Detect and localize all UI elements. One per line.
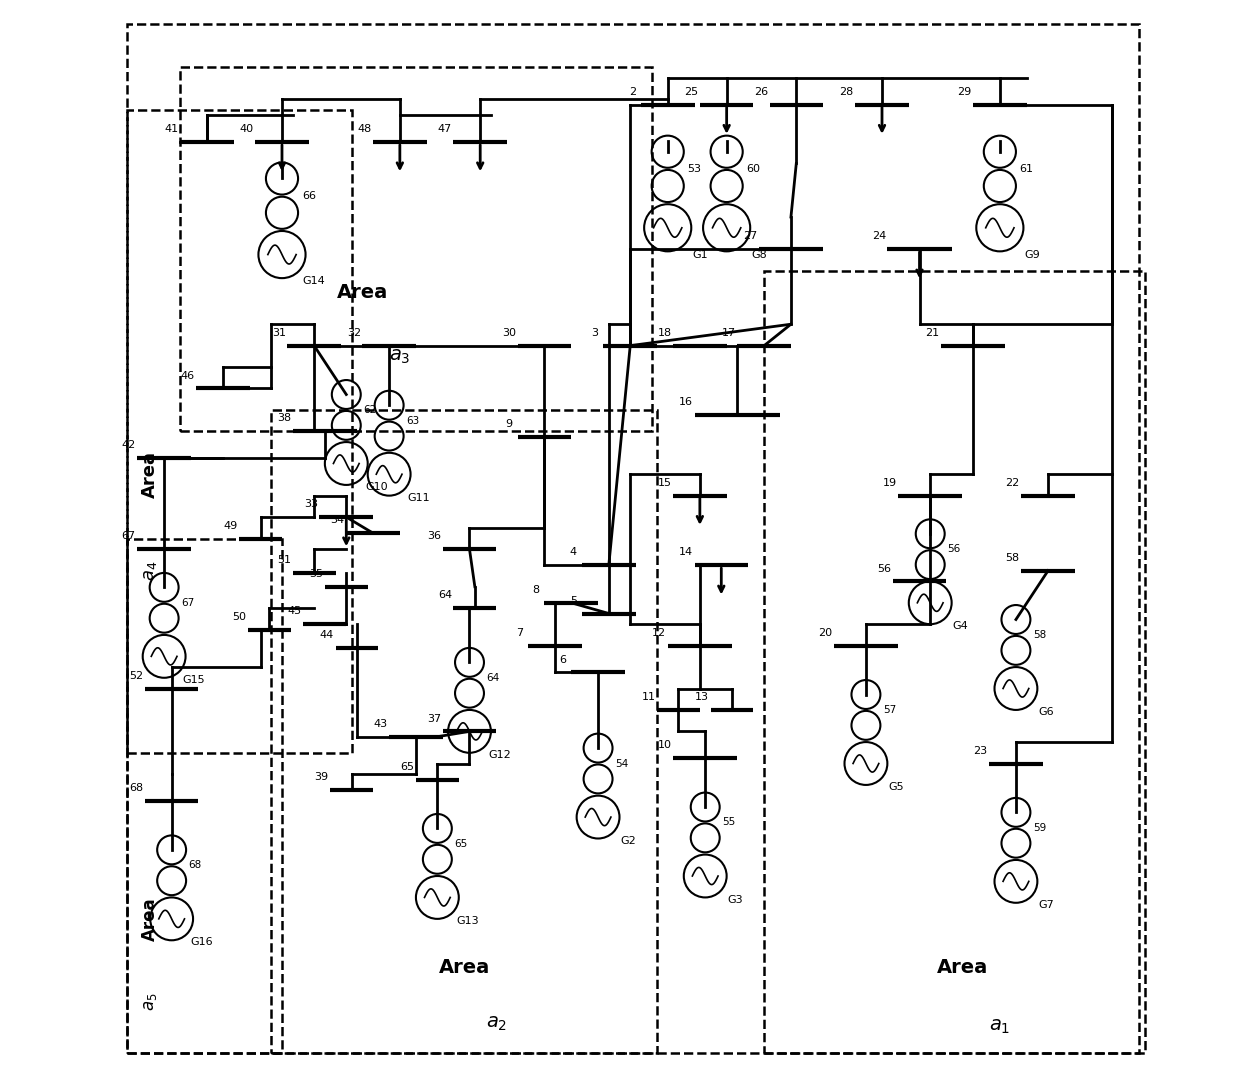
Text: 47: 47 xyxy=(437,124,452,135)
Text: 20: 20 xyxy=(818,628,833,638)
Text: 15: 15 xyxy=(658,478,672,488)
Text: G16: G16 xyxy=(191,937,213,948)
Text: 53: 53 xyxy=(688,164,701,173)
Text: 68: 68 xyxy=(188,861,202,870)
Text: 56: 56 xyxy=(947,544,960,555)
Text: 21: 21 xyxy=(926,327,939,338)
Text: 24: 24 xyxy=(872,232,886,241)
Text: 25: 25 xyxy=(684,87,699,97)
Text: G12: G12 xyxy=(488,750,510,760)
Text: G14: G14 xyxy=(302,277,326,286)
Text: 3: 3 xyxy=(591,327,598,338)
Text: 46: 46 xyxy=(181,370,195,380)
Text: 22: 22 xyxy=(1006,478,1020,488)
Text: G5: G5 xyxy=(888,782,903,792)
Text: 14: 14 xyxy=(679,547,693,558)
Text: 30: 30 xyxy=(502,327,517,338)
Text: $a_2$: $a_2$ xyxy=(486,1015,507,1033)
Text: 54: 54 xyxy=(615,758,628,769)
Text: G8: G8 xyxy=(751,250,767,260)
Text: 29: 29 xyxy=(958,87,971,97)
Text: 58: 58 xyxy=(1006,553,1020,563)
Text: 56: 56 xyxy=(877,563,891,573)
Text: 32: 32 xyxy=(347,327,361,338)
Text: 4: 4 xyxy=(570,547,577,558)
Text: 28: 28 xyxy=(840,87,854,97)
Text: 67: 67 xyxy=(181,598,195,607)
Text: 55: 55 xyxy=(722,817,736,827)
Text: 27: 27 xyxy=(743,232,757,241)
Text: 49: 49 xyxy=(223,520,238,531)
Text: 34: 34 xyxy=(331,515,344,526)
Text: 8: 8 xyxy=(533,585,539,595)
Text: Area: Area xyxy=(937,957,987,977)
Text: 36: 36 xyxy=(427,531,441,542)
Text: $a_5$: $a_5$ xyxy=(141,992,159,1010)
Text: 12: 12 xyxy=(652,628,667,638)
Text: G13: G13 xyxy=(456,917,478,926)
Text: 40: 40 xyxy=(239,124,254,135)
Text: 50: 50 xyxy=(232,612,247,621)
Text: 44: 44 xyxy=(320,630,335,640)
Text: 5: 5 xyxy=(570,596,577,605)
Text: 17: 17 xyxy=(722,327,736,338)
Text: 65: 65 xyxy=(400,761,414,772)
Text: G6: G6 xyxy=(1038,708,1053,717)
Text: G7: G7 xyxy=(1038,900,1054,910)
Text: 35: 35 xyxy=(310,569,323,578)
Text: 19: 19 xyxy=(882,478,897,488)
Text: 62: 62 xyxy=(363,405,377,415)
Text: 26: 26 xyxy=(753,87,768,97)
Text: 61: 61 xyxy=(1020,164,1033,173)
Text: 38: 38 xyxy=(278,414,291,423)
Text: G2: G2 xyxy=(621,836,636,845)
Text: $a_1$: $a_1$ xyxy=(989,1017,1011,1035)
Text: 51: 51 xyxy=(278,555,291,565)
Text: 31: 31 xyxy=(271,327,286,338)
Text: 13: 13 xyxy=(695,693,709,702)
Text: 7: 7 xyxy=(517,628,523,638)
Text: 39: 39 xyxy=(315,772,328,782)
Text: 67: 67 xyxy=(121,531,136,542)
Text: 10: 10 xyxy=(658,740,672,751)
Text: 6: 6 xyxy=(559,655,566,665)
Text: 18: 18 xyxy=(658,327,672,338)
Text: 43: 43 xyxy=(373,718,388,729)
Text: 37: 37 xyxy=(427,713,441,724)
Text: Area: Area xyxy=(439,957,489,977)
Text: Area: Area xyxy=(337,282,388,302)
Text: G1: G1 xyxy=(693,250,707,260)
Text: G9: G9 xyxy=(1025,250,1040,260)
Text: G4: G4 xyxy=(953,621,968,631)
Text: 41: 41 xyxy=(165,124,178,135)
Text: $a_3$: $a_3$ xyxy=(389,347,410,366)
Text: $a_4$: $a_4$ xyxy=(141,560,159,581)
Text: 59: 59 xyxy=(1033,823,1046,833)
Text: 57: 57 xyxy=(883,705,896,715)
Text: 11: 11 xyxy=(642,693,655,702)
Text: G15: G15 xyxy=(183,675,206,685)
Text: 42: 42 xyxy=(121,440,136,450)
Text: 2: 2 xyxy=(629,87,636,97)
Text: 33: 33 xyxy=(304,500,318,509)
Text: 66: 66 xyxy=(302,191,316,200)
Text: 23: 23 xyxy=(974,745,987,756)
Text: Area: Area xyxy=(141,897,159,940)
Text: G11: G11 xyxy=(408,493,430,503)
Text: 65: 65 xyxy=(455,839,467,849)
Text: G3: G3 xyxy=(727,895,743,905)
Text: G10: G10 xyxy=(366,482,388,492)
Text: 52: 52 xyxy=(129,671,144,681)
Text: 16: 16 xyxy=(679,397,693,407)
Text: 64: 64 xyxy=(437,590,452,600)
Text: 58: 58 xyxy=(1033,630,1046,640)
Text: 48: 48 xyxy=(357,124,372,135)
Text: 45: 45 xyxy=(287,606,302,616)
Text: 9: 9 xyxy=(506,419,513,429)
Text: 68: 68 xyxy=(129,783,144,793)
Text: 64: 64 xyxy=(487,673,499,683)
Text: 60: 60 xyxy=(746,164,761,173)
Text: 63: 63 xyxy=(406,416,419,425)
Text: Area: Area xyxy=(141,450,159,498)
